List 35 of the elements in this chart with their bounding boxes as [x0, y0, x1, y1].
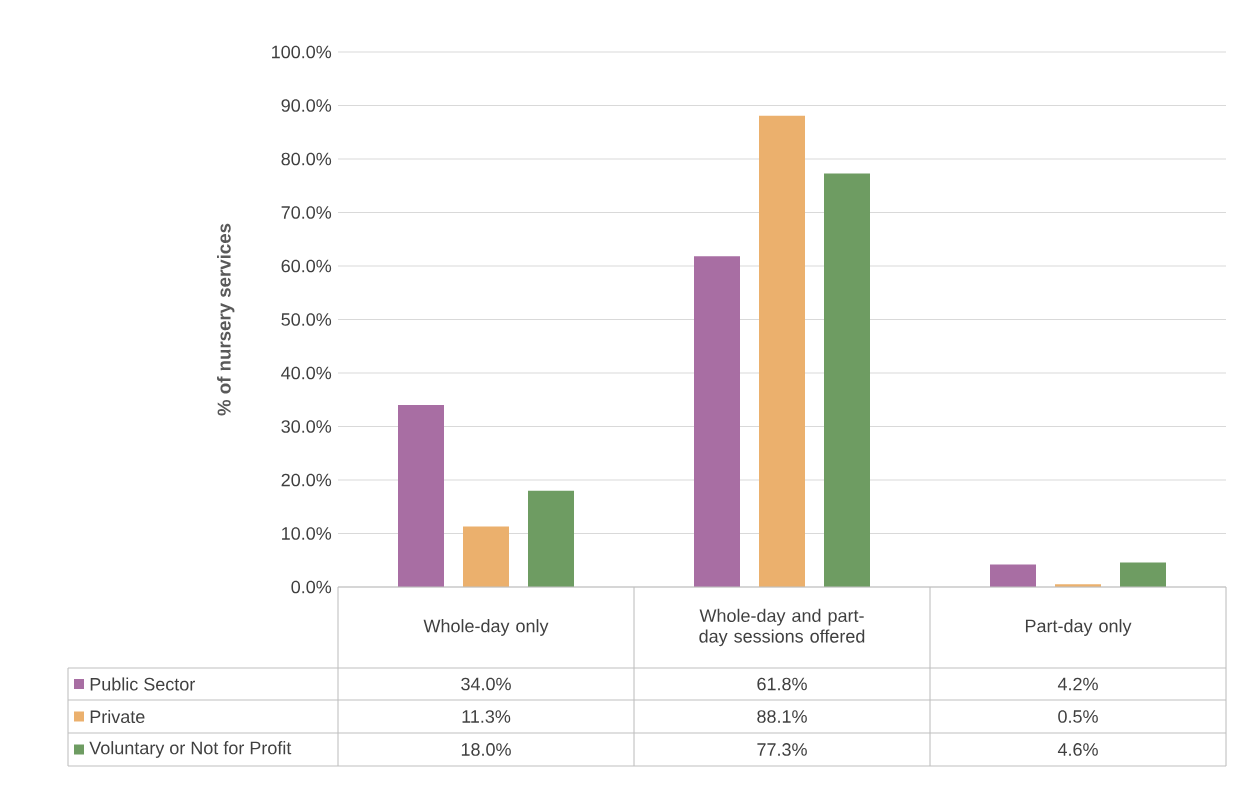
y-tick-label: 10.0% [282, 527, 332, 540]
data-label: 34.0% [461, 677, 511, 691]
y-tick-label: 100.0% [272, 45, 332, 59]
y-tick-label: 60.0% [281, 259, 332, 273]
legend-label: Public Sector [90, 677, 195, 691]
y-tick-label: 20.0% [281, 473, 332, 487]
bar [463, 526, 510, 587]
legend-label: Voluntary or Not for Profit [89, 741, 292, 758]
bar [824, 173, 870, 587]
data-label: 11.3% [462, 710, 511, 723]
y-tick-label: 40.0% [281, 366, 332, 380]
bar [398, 405, 444, 587]
data-label: 61.8% [757, 677, 807, 691]
data-label: 0.5% [1058, 710, 1098, 723]
bar [694, 256, 740, 587]
legend-label: Private [90, 709, 145, 724]
x-tick-label: Whole-day only [423, 619, 549, 636]
y-tick-label: 0.0% [291, 580, 332, 594]
y-axis-title: % of nursery services [217, 223, 235, 416]
bar [759, 115, 806, 587]
x-tick-label: Whole-day and part-day sessions offered [699, 608, 865, 647]
data-label: 4.2% [1057, 677, 1098, 691]
data-label: 88.1% [757, 710, 807, 723]
y-tick-label: 50.0% [281, 313, 332, 326]
data-label: 77.3% [757, 743, 807, 756]
y-tick-label: 80.0% [281, 152, 332, 166]
bar [528, 490, 574, 587]
y-tick-label: 30.0% [281, 420, 332, 433]
data-label: 18.0% [461, 743, 511, 756]
bar [990, 564, 1036, 587]
bar [1120, 562, 1166, 587]
x-tick-label: Part-day only [1025, 619, 1132, 636]
y-tick-label: 90.0% [281, 99, 332, 112]
y-tick-label: 70.0% [281, 206, 332, 219]
data-label: 4.6% [1057, 743, 1098, 756]
